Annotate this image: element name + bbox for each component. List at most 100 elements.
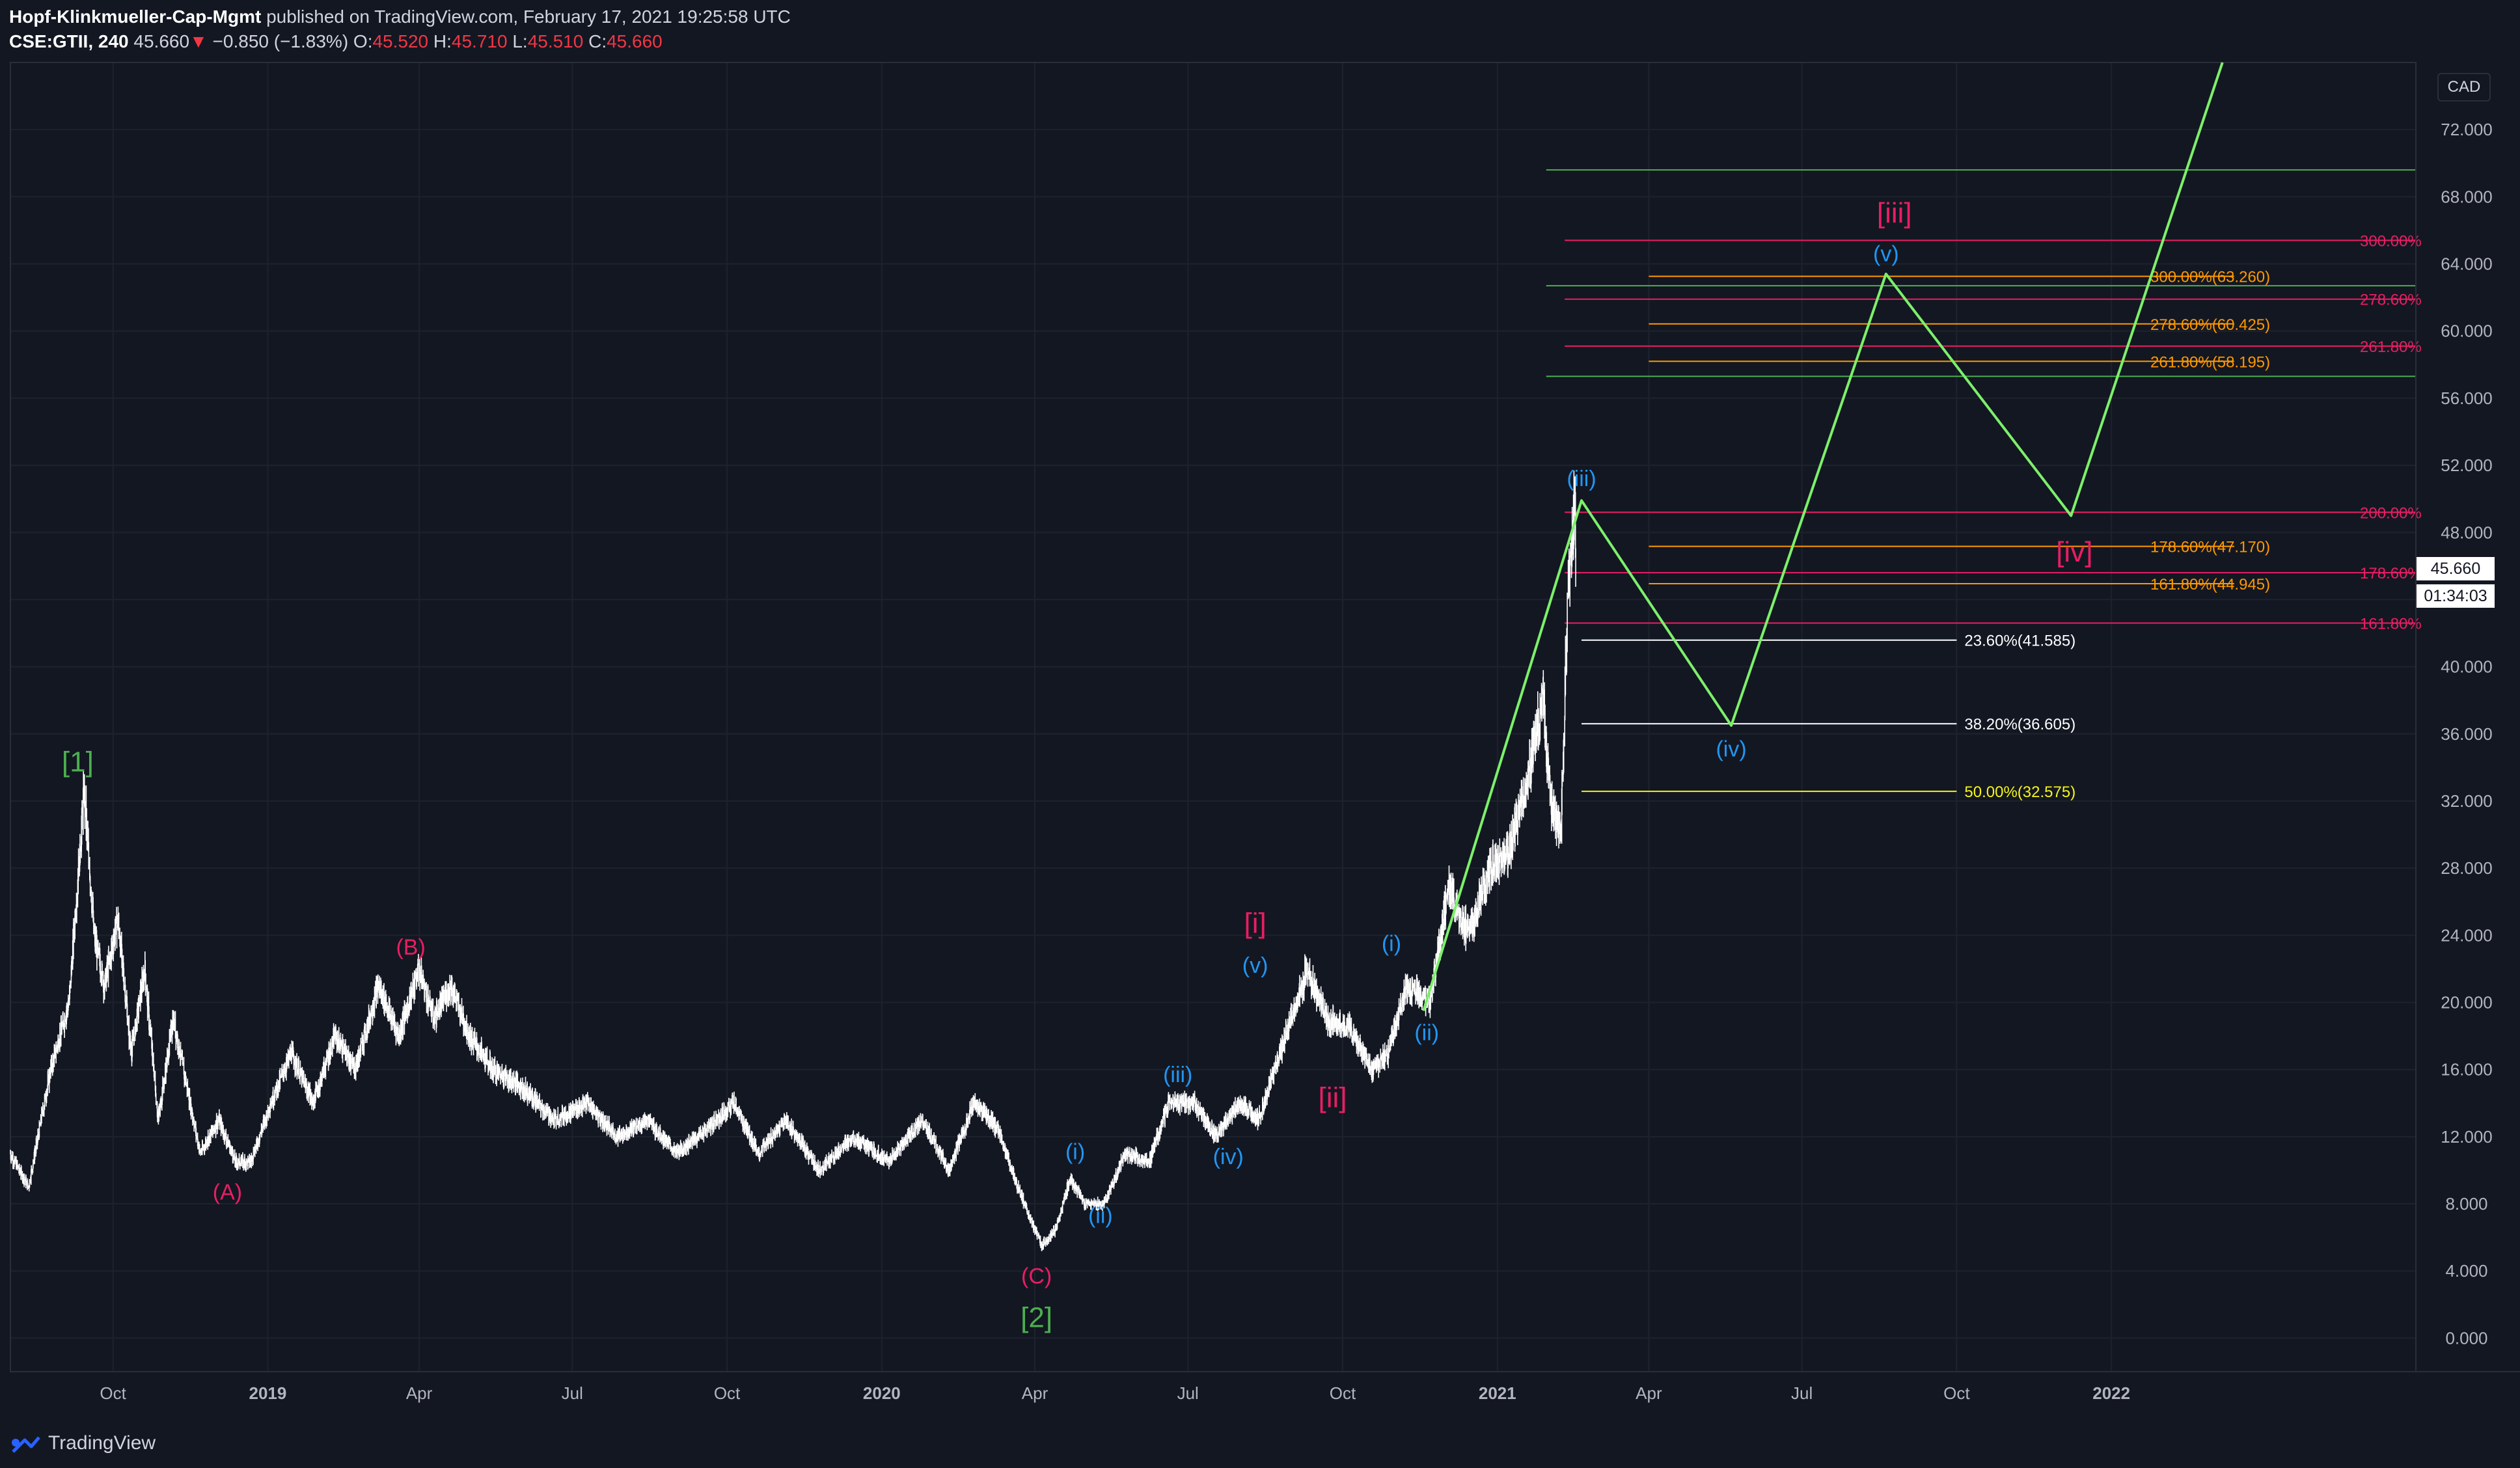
chart-header: Hopf-Klinkmueller-Cap-Mgmt published on … — [0, 0, 2520, 62]
wave-label: (B) — [396, 935, 425, 960]
wave-label: (v) — [1873, 241, 1899, 266]
down-arrow-icon: ▼ — [189, 31, 208, 51]
brand-label: TradingView — [48, 1432, 156, 1454]
y-tick-label: 12.000 — [2441, 1127, 2493, 1147]
wave-label: (ii) — [1414, 1020, 1439, 1045]
y-tick-label: 4.000 — [2445, 1261, 2487, 1281]
close-label: C: — [588, 31, 607, 51]
y-tick-label: 16.000 — [2441, 1060, 2493, 1080]
wave-label: (iii) — [1163, 1063, 1192, 1087]
x-tick-label: 2021 — [1479, 1383, 1516, 1403]
wave-label: (v) — [1242, 953, 1268, 978]
wave-label: (i) — [1065, 1140, 1085, 1165]
time-axis[interactable]: Oct 2019 Apr Jul Oct 2020 Apr Jul Oct 2021 Apr Jul O… — [100, 1383, 2130, 1403]
y-tick-label: 0.000 — [2445, 1328, 2487, 1348]
price-series — [10, 470, 1576, 1251]
y-tick-label: 20.000 — [2441, 993, 2493, 1013]
x-tick-label: Apr — [406, 1383, 433, 1403]
wave-label: (A) — [213, 1180, 242, 1204]
x-tick-label: 2019 — [249, 1383, 287, 1403]
y-tick-label: 60.000 — [2441, 321, 2493, 341]
x-tick-label: 2022 — [2092, 1383, 2130, 1403]
magenta-fib-label: 178.60% — [2360, 565, 2422, 582]
y-tick-label: 28.000 — [2441, 858, 2493, 878]
magenta-fib-label: 161.80% — [2360, 616, 2422, 633]
wave-label: [1] — [62, 746, 94, 778]
symbol-label[interactable]: CSE:GTII, 240 — [9, 31, 129, 51]
orange-fib-label: 300.00%(63.260) — [2150, 269, 2270, 286]
wave-label: [ii] — [1319, 1082, 1347, 1114]
orange-fib-label: 278.60%(60.425) — [2150, 316, 2270, 334]
currency-badge[interactable]: CAD — [2437, 73, 2491, 102]
wave-label: [2] — [1020, 1301, 1052, 1333]
open-value: 45.520 — [372, 31, 429, 51]
magenta-fib-label: 261.80% — [2360, 338, 2422, 356]
x-tick-label: Apr — [1636, 1383, 1662, 1403]
wave-label: (i) — [1382, 932, 1401, 957]
tradingview-logo[interactable]: TradingView — [9, 1430, 156, 1456]
published-text: published on TradingView.com, February 1… — [266, 7, 791, 27]
fib-retracement-label: 23.60%(41.585) — [1964, 632, 2075, 650]
y-tick-label: 68.000 — [2441, 187, 2493, 206]
x-tick-label: 2020 — [863, 1383, 901, 1403]
price-axis[interactable]: 0.000 4.000 8.000 12.000 16.000 20.000 24.000 2… — [2441, 120, 2493, 1348]
publisher-name[interactable]: Hopf-Klinkmueller-Cap-Mgmt — [9, 7, 262, 27]
x-tick-label: Apr — [1022, 1383, 1048, 1403]
bar-countdown-badge: 01:34:03 — [2417, 584, 2495, 608]
last-price-label: 45.660 — [133, 31, 190, 51]
last-price-badge: 45.660 — [2417, 557, 2495, 580]
publish-info: Hopf-Klinkmueller-Cap-Mgmt published on … — [9, 7, 791, 27]
wave-projection[interactable] — [1422, 62, 2224, 1011]
x-tick-label: Oct — [714, 1383, 741, 1403]
wave-label: [iv] — [2056, 536, 2092, 568]
magenta-fib-label: 200.00% — [2360, 504, 2422, 522]
high-value: 45.710 — [451, 31, 508, 51]
symbol-info: CSE:GTII, 240 45.660▼ −0.850 (−1.83%) O:… — [9, 31, 663, 52]
y-tick-label: 24.000 — [2441, 925, 2493, 945]
fib-retracement-lines: 23.60%(41.585) 38.20%(36.605) 50.00%(32.57… — [1582, 632, 2075, 801]
y-tick-label: 72.000 — [2441, 120, 2493, 139]
projection-path — [1422, 62, 2224, 1011]
x-tick-label: Jul — [562, 1383, 583, 1403]
x-tick-label: Jul — [1791, 1383, 1813, 1403]
magenta-fib-extensions: 300.00% 278.60% 261.80% 200.00% 178.60% 161.8… — [1565, 232, 2422, 633]
close-value: 45.660 — [607, 31, 663, 51]
wave-label: (C) — [1021, 1264, 1052, 1288]
y-tick-label: 32.000 — [2441, 791, 2493, 811]
fib-retracement-label: 38.20%(36.605) — [1964, 716, 2075, 733]
magenta-fib-label: 300.00% — [2360, 232, 2422, 250]
x-tick-label: Oct — [1330, 1383, 1356, 1403]
y-tick-label: 36.000 — [2441, 724, 2493, 744]
y-tick-label: 48.000 — [2441, 523, 2493, 542]
x-tick-label: Oct — [1943, 1383, 1970, 1403]
wave-label: [i] — [1244, 907, 1266, 939]
open-label: O: — [353, 31, 373, 51]
wave-label: (iv) — [1716, 737, 1746, 761]
footer — [0, 1422, 2520, 1468]
green-target-lines — [1546, 169, 2416, 377]
magenta-fib-label: 278.60% — [2360, 292, 2422, 309]
wave-label: [iii] — [1877, 197, 1912, 229]
low-value: 45.510 — [527, 31, 584, 51]
high-label: H: — [433, 31, 452, 51]
chart-canvas[interactable]: 300.00% 278.60% 261.80% 200.00% 178.60% 161.8… — [0, 0, 2520, 1422]
orange-fib-label: 261.80%(58.195) — [2150, 353, 2270, 371]
x-tick-label: Jul — [1177, 1383, 1199, 1403]
y-tick-label: 64.000 — [2441, 254, 2493, 274]
low-label: L: — [512, 31, 528, 51]
orange-fib-label: 161.80%(44.945) — [2150, 576, 2270, 593]
wave-label: (iii) — [1567, 467, 1596, 491]
y-tick-label: 56.000 — [2441, 388, 2493, 408]
grid-lines — [10, 62, 2416, 1372]
y-tick-label: 40.000 — [2441, 657, 2493, 677]
orange-fib-label: 178.60%(47.170) — [2150, 539, 2270, 556]
wave-labels: [1] [2] (A) (B) (C) [i] [ii] [iii] [iv] (i) (ii) (i… — [62, 197, 2093, 1333]
fib-retracement-label: 50.00%(32.575) — [1964, 783, 2075, 801]
wave-label: (iv) — [1213, 1145, 1244, 1169]
wave-label: (ii) — [1088, 1204, 1113, 1229]
cloud-logo-icon — [12, 1436, 40, 1453]
change-label: −0.850 (−1.83%) — [212, 31, 349, 51]
y-tick-label: 52.000 — [2441, 455, 2493, 475]
orange-fib-extensions: 300.00%(63.260) 278.60%(60.425) 261.80%(58… — [1649, 269, 2270, 593]
x-tick-label: Oct — [100, 1383, 126, 1403]
